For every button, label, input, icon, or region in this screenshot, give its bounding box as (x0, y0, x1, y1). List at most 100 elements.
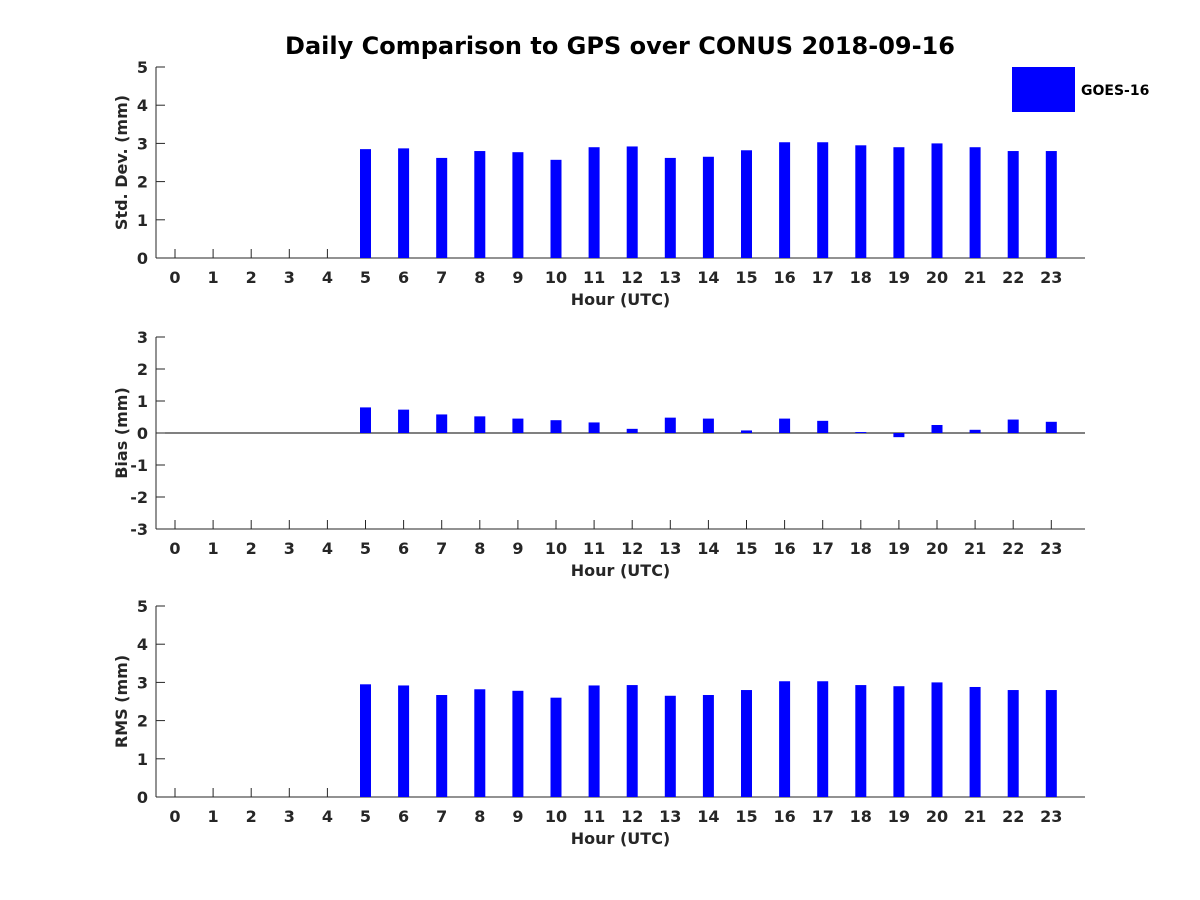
bar-hour-23 (1045, 690, 1057, 797)
x-tick-label: 22 (1002, 539, 1024, 558)
x-tick-label: 16 (773, 807, 795, 826)
x-tick-label: 18 (850, 807, 872, 826)
legend-swatch (1012, 67, 1075, 112)
x-tick-label: 13 (659, 807, 681, 826)
y-tick-label: 2 (137, 173, 148, 192)
x-tick-label: 22 (1002, 807, 1024, 826)
x-tick-label: 3 (284, 268, 295, 287)
bar-hour-13 (664, 157, 676, 258)
bar-hour-11 (588, 685, 600, 797)
bar-hour-16 (779, 418, 791, 433)
bar-hour-18 (855, 432, 867, 434)
bar-hour-7 (436, 695, 448, 797)
x-tick-label: 18 (850, 539, 872, 558)
bar-hour-19 (893, 433, 905, 438)
bar-hour-14 (702, 695, 714, 797)
legend: GOES-16 (1012, 67, 1149, 112)
bar-hour-15 (741, 690, 752, 797)
x-tick-label: 20 (926, 539, 948, 558)
x-tick-label: 19 (888, 539, 910, 558)
bar-hour-23 (1045, 151, 1057, 258)
x-tick-label: 0 (169, 807, 180, 826)
x-tick-label: 9 (512, 539, 523, 558)
y-tick-label: 5 (137, 597, 148, 616)
x-tick-label: 13 (659, 268, 681, 287)
bar-hour-5 (360, 684, 371, 797)
x-tick-label: 7 (436, 268, 447, 287)
x-tick-label: 14 (697, 539, 719, 558)
bar-hour-15 (741, 150, 752, 258)
x-tick-label: 4 (322, 539, 333, 558)
x-tick-label: 10 (545, 807, 567, 826)
bar-hour-20 (931, 425, 943, 433)
x-tick-label: 22 (1002, 268, 1024, 287)
x-tick-label: 14 (697, 268, 719, 287)
bar-hour-22 (1007, 690, 1019, 797)
bar-hour-21 (969, 147, 981, 258)
bar-hour-6 (398, 409, 410, 433)
x-tick-label: 1 (208, 539, 219, 558)
bar-hour-9 (512, 152, 524, 258)
bar-hour-9 (512, 690, 524, 797)
x-tick-label: 17 (812, 268, 834, 287)
bar-hour-13 (664, 695, 676, 797)
bar-hour-11 (588, 422, 600, 433)
bar-hour-23 (1045, 421, 1057, 433)
y-tick-label: 2 (137, 712, 148, 731)
x-tick-label: 16 (773, 268, 795, 287)
bar-hour-17 (817, 420, 829, 433)
x-tick-label: 21 (964, 539, 986, 558)
y-tick-label: 4 (137, 96, 148, 115)
x-tick-label: 12 (621, 539, 643, 558)
bar-hour-7 (436, 414, 448, 433)
y-tick-label: 0 (137, 788, 148, 807)
x-tick-label: 7 (436, 807, 447, 826)
x-tick-label: 3 (284, 539, 295, 558)
bar-hour-20 (931, 143, 943, 258)
bar-hour-17 (817, 681, 829, 797)
y-tick-label: -2 (130, 488, 148, 507)
x-tick-label: 15 (735, 268, 757, 287)
x-tick-label: 8 (474, 807, 485, 826)
bar-hour-12 (626, 428, 638, 433)
x-tick-label: 12 (621, 807, 643, 826)
x-tick-label: 19 (888, 807, 910, 826)
x-tick-label: 2 (246, 807, 257, 826)
bar-hour-17 (817, 142, 829, 258)
x-tick-label: 11 (583, 539, 605, 558)
y-tick-label: 2 (137, 360, 148, 379)
x-tick-label: 18 (850, 268, 872, 287)
bar-hour-21 (969, 686, 981, 797)
bar-hour-5 (360, 407, 371, 433)
x-tick-label: 16 (773, 539, 795, 558)
bar-hour-14 (702, 418, 714, 433)
bar-hour-18 (855, 685, 867, 797)
x-axis-label: Hour (UTC) (571, 829, 671, 848)
bar-hour-15 (741, 430, 752, 433)
x-tick-label: 20 (926, 807, 948, 826)
chart-title: Daily Comparison to GPS over CONUS 2018-… (285, 32, 955, 60)
y-tick-label: 3 (137, 134, 148, 153)
y-axis-label: Bias (mm) (112, 387, 131, 479)
x-tick-label: 6 (398, 268, 409, 287)
x-tick-label: 0 (169, 268, 180, 287)
x-tick-label: 23 (1040, 539, 1062, 558)
x-tick-label: 8 (474, 539, 485, 558)
y-tick-label: 1 (137, 750, 148, 769)
bar-hour-10 (550, 420, 562, 433)
x-tick-label: 20 (926, 268, 948, 287)
x-tick-label: 2 (246, 539, 257, 558)
y-tick-label: 3 (137, 328, 148, 347)
x-tick-label: 14 (697, 807, 719, 826)
bar-hour-16 (779, 142, 791, 258)
x-tick-label: 6 (398, 807, 409, 826)
x-tick-label: 15 (735, 539, 757, 558)
x-tick-label: 5 (360, 539, 371, 558)
x-tick-label: 5 (360, 268, 371, 287)
bar-hour-20 (931, 682, 943, 797)
bar-hour-13 (664, 417, 676, 433)
